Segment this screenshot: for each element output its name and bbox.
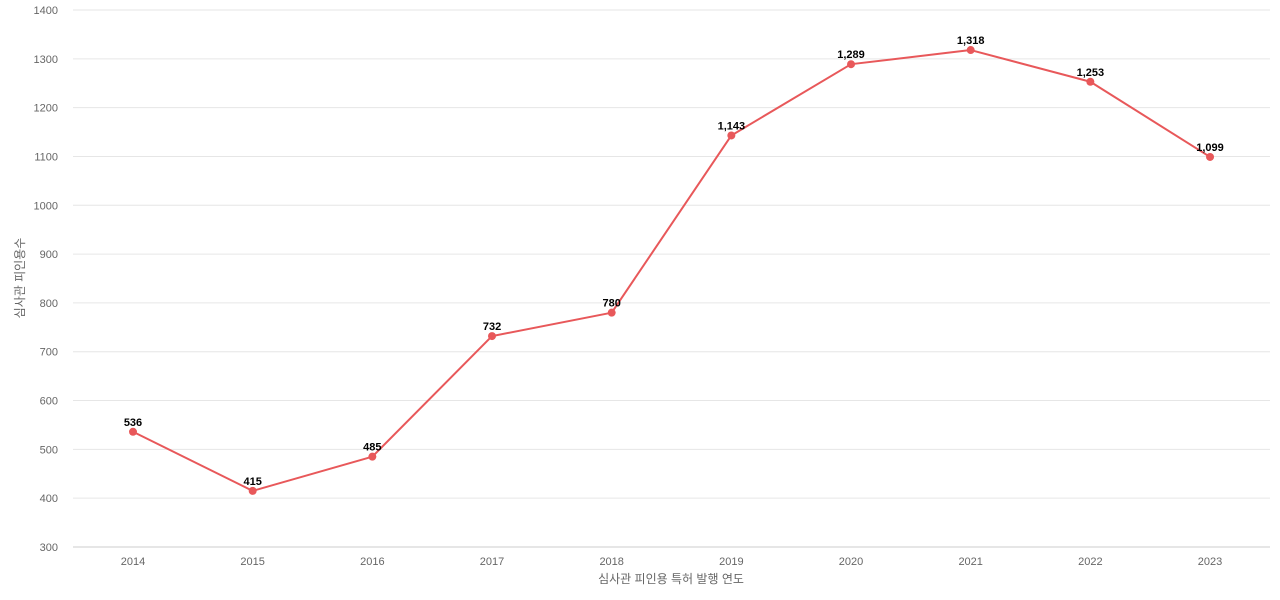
grid-lines [73,9,1270,548]
x-tick-label: 2018 [599,556,623,568]
y-tick-label: 1400 [34,5,58,17]
data-label: 1,289 [837,49,865,61]
y-tick-label: 400 [40,493,58,505]
y-tick-label: 800 [40,298,58,310]
data-label: 732 [483,321,501,333]
data-point [607,308,616,317]
x-axis-title: 심사관 피인용 특허 발행 연도 [598,571,744,586]
data-label: 780 [603,298,621,310]
y-tick-label: 500 [40,444,58,456]
data-label: 1,143 [718,120,746,132]
y-tick-label: 300 [40,542,58,554]
x-tick-label: 2022 [1078,556,1102,568]
x-tick-label: 2021 [958,556,982,568]
x-tick-label: 2016 [360,556,384,568]
y-tick-label: 600 [40,396,58,408]
data-label: 1,253 [1077,67,1105,79]
x-tick-label: 2014 [121,556,145,568]
y-tick-label: 1300 [34,54,58,66]
x-axis-ticks: 2014 2015 2016 2017 2018 2019 2020 2021 2022 2023 [121,556,1223,568]
data-label: 1,318 [957,35,985,47]
y-tick-label: 1000 [34,200,58,212]
x-tick-label: 2019 [719,556,743,568]
x-tick-label: 2017 [480,556,504,568]
x-tick-label: 2023 [1198,556,1222,568]
series-layer [132,49,1212,492]
data-point [727,131,736,140]
data-point [488,332,497,341]
y-tick-label: 1200 [34,103,58,115]
data-point [248,486,257,495]
data-point [1086,77,1095,86]
x-tick-label: 2020 [839,556,863,568]
data-label: 1,099 [1196,142,1224,154]
data-labels: 536 415 485 732 780 1,143 1,289 1,318 1,253 1,099 [124,35,1224,488]
y-tick-label: 900 [40,249,58,261]
data-point [368,452,377,461]
x-tick-label: 2015 [240,556,264,568]
y-tick-label: 700 [40,347,58,359]
data-points [129,46,1215,495]
series-line [132,49,1212,492]
data-point [129,427,137,436]
data-label: 536 [124,417,142,429]
data-label: 485 [363,442,381,454]
y-axis-ticks: 300 400 500 600 700 800 900 1000 1100 1200 1300 140… [34,5,58,554]
data-point [1206,152,1215,161]
data-point [966,46,975,55]
data-point [847,60,856,69]
y-tick-label: 1100 [34,151,58,163]
y-axis-title: 심사관 피인용수 [13,238,27,319]
data-label: 415 [243,476,261,488]
